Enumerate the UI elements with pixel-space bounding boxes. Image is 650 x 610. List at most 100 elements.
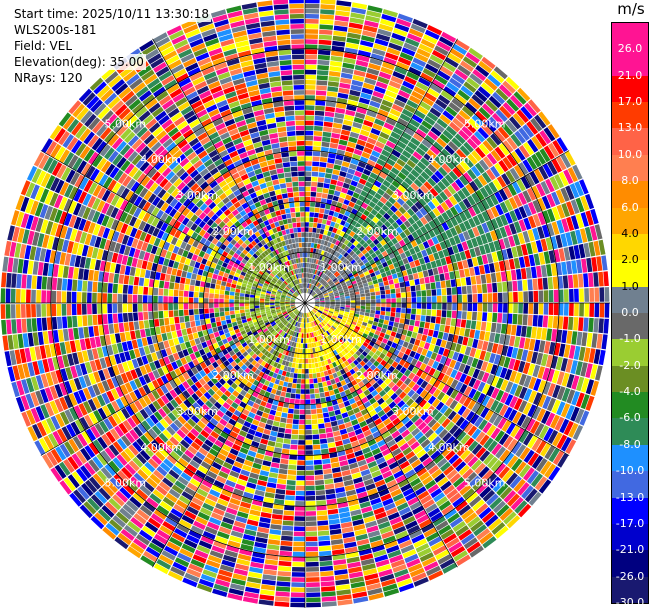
- velocity-gate: [452, 521, 466, 533]
- velocity-gate: [406, 242, 413, 250]
- velocity-gate: [356, 341, 363, 348]
- velocity-gate: [441, 384, 450, 394]
- velocity-gate: [244, 345, 250, 351]
- velocity-gate: [149, 361, 157, 371]
- velocity-gate: [216, 531, 230, 540]
- velocity-gate: [296, 475, 305, 481]
- velocity-gate: [359, 314, 365, 319]
- velocity-gate: [299, 348, 303, 354]
- velocity-gate: [305, 257, 308, 263]
- velocity-gate: [350, 84, 362, 92]
- velocity-gate: [409, 350, 416, 358]
- velocity-gate: [339, 192, 347, 199]
- velocity-gate: [251, 366, 258, 373]
- velocity-gate: [491, 375, 499, 387]
- velocity-gate: [163, 356, 171, 365]
- velocity-gate: [459, 373, 467, 383]
- velocity-gate: [441, 365, 449, 374]
- velocity-gate: [457, 294, 462, 303]
- velocity-gate: [444, 325, 450, 333]
- velocity-gate: [385, 294, 391, 299]
- velocity-gate: [287, 469, 297, 475]
- velocity-gate: [159, 462, 171, 473]
- velocity-gate: [508, 235, 516, 247]
- velocity-gate: [391, 103, 404, 113]
- velocity-gate: [249, 424, 258, 431]
- velocity-gate: [333, 290, 339, 294]
- velocity-gate: [346, 104, 357, 112]
- velocity-gate: [551, 399, 561, 414]
- velocity-gate: [453, 442, 464, 453]
- velocity-gate: [238, 506, 250, 514]
- velocity-gate: [463, 209, 472, 220]
- velocity-gate: [461, 105, 474, 118]
- velocity-gate: [203, 346, 210, 354]
- velocity-gate: [354, 325, 361, 331]
- velocity-gate: [578, 346, 586, 361]
- velocity-gate: [196, 488, 209, 498]
- velocity-gate: [430, 174, 441, 184]
- velocity-gate: [290, 325, 294, 330]
- velocity-gate: [318, 39, 332, 46]
- velocity-gate: [505, 381, 514, 393]
- velocity-gate: [274, 596, 290, 602]
- velocity-gate: [293, 321, 297, 326]
- velocity-gate: [312, 337, 316, 343]
- velocity-gate: [364, 315, 370, 320]
- velocity-gate: [375, 212, 383, 220]
- velocity-gate: [441, 310, 447, 318]
- velocity-gate: [420, 494, 432, 505]
- velocity-gate: [413, 165, 424, 175]
- velocity-gate: [380, 290, 386, 295]
- velocity-gate: [408, 380, 416, 389]
- velocity-gate: [298, 343, 301, 348]
- velocity-gate: [321, 273, 326, 279]
- velocity-gate: [168, 488, 181, 499]
- velocity-gate: [406, 99, 419, 109]
- velocity-gate: [67, 353, 75, 366]
- velocity-gate: [432, 267, 439, 275]
- velocity-gate: [143, 373, 151, 384]
- velocity-gate: [244, 360, 251, 367]
- velocity-gate: [134, 378, 142, 389]
- velocity-gate: [560, 153, 572, 169]
- velocity-gate: [563, 247, 571, 261]
- velocity-gate: [430, 337, 437, 345]
- velocity-gate: [329, 243, 335, 249]
- velocity-gate: [267, 364, 273, 371]
- velocity-gate: [235, 563, 249, 571]
- velocity-gate: [263, 428, 271, 435]
- velocity-gate: [369, 443, 379, 451]
- velocity-gate: [305, 44, 318, 50]
- velocity-gate: [248, 377, 256, 384]
- velocity-gate: [191, 393, 200, 402]
- velocity-gate: [324, 297, 330, 300]
- velocity-gate: [433, 454, 445, 464]
- velocity-gate: [316, 357, 321, 362]
- velocity-gate: [314, 298, 320, 301]
- velocity-gate: [219, 493, 231, 502]
- velocity-gate: [92, 384, 101, 396]
- velocity-gate: [231, 354, 238, 361]
- velocity-gate: [195, 364, 203, 372]
- velocity-gate: [433, 141, 444, 152]
- velocity-gate: [416, 219, 424, 228]
- velocity-gate: [571, 375, 580, 390]
- velocity-gate: [368, 63, 381, 71]
- velocity-gate: [326, 330, 331, 336]
- velocity-gate: [366, 360, 373, 367]
- velocity-gate: [329, 309, 334, 313]
- velocity-gate: [249, 395, 257, 403]
- velocity-gate: [254, 369, 261, 375]
- velocity-gate: [333, 477, 343, 483]
- velocity-gate: [270, 430, 278, 437]
- velocity-gate: [222, 461, 233, 470]
- velocity-gate: [590, 380, 599, 396]
- velocity-gate: [399, 136, 410, 145]
- velocity-gate: [403, 361, 411, 369]
- velocity-gate: [368, 350, 375, 357]
- velocity-gate: [403, 163, 413, 173]
- velocity-gate: [485, 273, 492, 284]
- velocity-gate: [314, 305, 320, 308]
- velocity-gate: [381, 13, 397, 23]
